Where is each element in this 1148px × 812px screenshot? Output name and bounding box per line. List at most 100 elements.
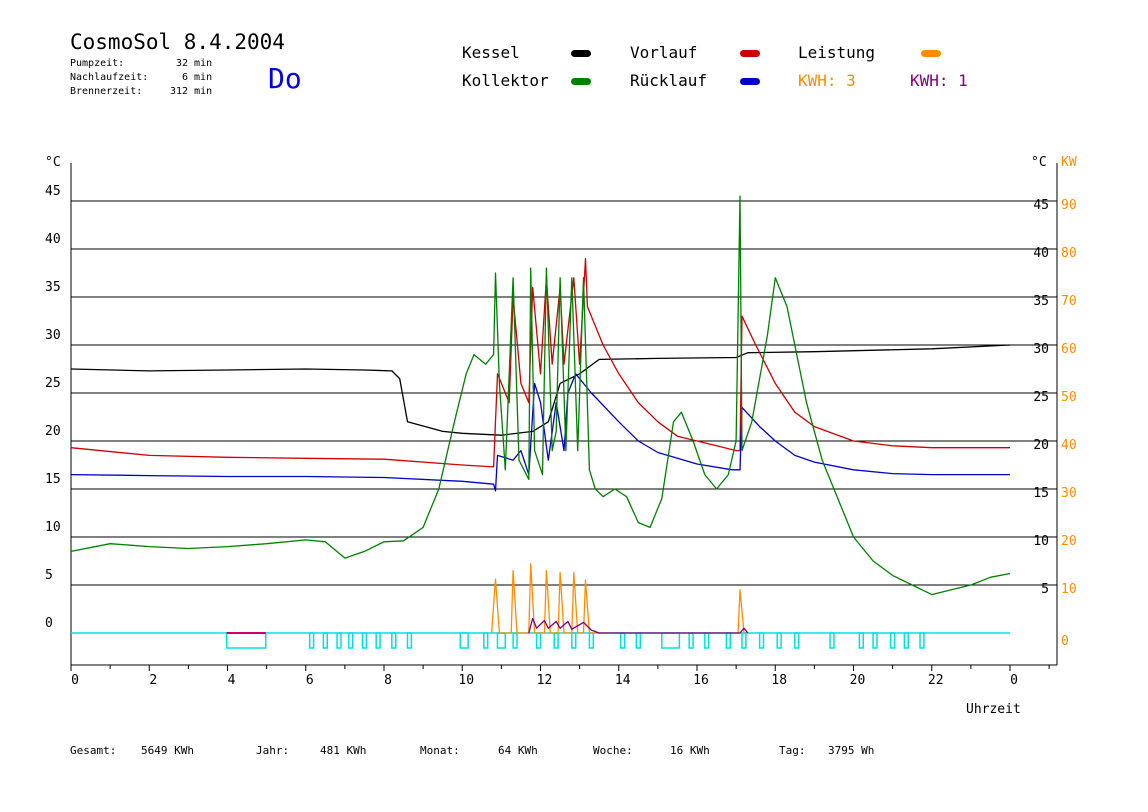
y-tick-right-kw-80: 80 (1061, 246, 1077, 261)
footer-jahr-label: Jahr: (256, 744, 290, 757)
y-tick-right-c-20: 20 (1033, 438, 1049, 453)
x-axis-label: Uhrzeit (966, 702, 1021, 717)
footer-gesamt-value: 5649 KWh (141, 744, 194, 757)
pump-pulse-22 (741, 632, 747, 649)
nachlaufzeit-value: 6 min (182, 72, 213, 83)
footer-tag-value: 3795 Wh (828, 744, 875, 757)
series-line-kwh (528, 617, 749, 634)
pumpzeit-value: 32 min (176, 58, 213, 69)
pump-pulse-10 (496, 632, 507, 649)
footer-tag-label: Tag: (779, 744, 806, 757)
y-tick-left-30: 30 (45, 328, 61, 343)
pump-pulse-19 (688, 632, 694, 649)
pump-pulse-29 (889, 632, 896, 649)
pump-pulse-26 (829, 632, 835, 649)
y-tick-right-c-10: 10 (1033, 534, 1049, 549)
x-tick-11: 22 (928, 673, 944, 688)
pump-pulse-31 (919, 632, 925, 649)
x-tick-3: 6 (306, 673, 314, 688)
x-tick-7: 14 (615, 673, 631, 688)
burner-pulse-box-0 (225, 632, 267, 649)
y-tick-left-40: 40 (45, 232, 61, 247)
series-line-leistung (490, 563, 745, 634)
y-tick-right-c-5: 5 (1041, 582, 1049, 597)
legend-kwh-3: KWH: 3 (798, 71, 856, 90)
pump-pulse-17 (635, 632, 642, 649)
y-tick-right-kw-10: 10 (1061, 582, 1077, 597)
legend-kollektor-label: Kollektor (462, 71, 549, 90)
x-tick-2: 4 (228, 673, 236, 688)
y-tick-right-kw-60: 60 (1061, 342, 1077, 357)
legend-leistung-label: Leistung (798, 43, 876, 62)
legend-vorlauf-label: Vorlauf (630, 43, 698, 62)
x-tick-10: 20 (850, 673, 866, 688)
y-tick-right-kw-0: 0 (1061, 634, 1069, 649)
brennerzeit-label: Brennerzeit: (70, 86, 143, 97)
nachlaufzeit-label: Nachlaufzeit: (70, 72, 149, 83)
y-axis-right-unit-kw: KW (1061, 155, 1077, 170)
pump-pulse-20 (704, 632, 710, 649)
y-tick-left-20: 20 (45, 424, 61, 439)
pump-pulse-7 (406, 632, 413, 649)
pump-pulse-28 (872, 632, 878, 649)
x-tick-8: 16 (693, 673, 709, 688)
legend-kollektor-swatch (571, 78, 591, 85)
footer-monat-label: Monat: (420, 744, 460, 757)
x-tick-12: 0 (1010, 673, 1018, 688)
pump-pulse-27 (858, 632, 865, 649)
pump-pulse-9 (483, 632, 489, 649)
x-tick-5: 10 (458, 673, 474, 688)
pump-pulse-21 (725, 632, 732, 649)
y-tick-right-c-35: 35 (1033, 294, 1049, 309)
series-line-kollektor (70, 195, 1011, 596)
pump-pulse-2 (336, 632, 342, 649)
brennerzeit-value: 312 min (170, 86, 213, 97)
x-tick-6: 12 (537, 673, 553, 688)
y-axis-left-unit: °C (45, 155, 61, 170)
y-tick-right-kw-30: 30 (1061, 486, 1077, 501)
y-tick-right-c-25: 25 (1033, 390, 1049, 405)
pump-pulse-1 (322, 632, 329, 649)
y-tick-right-c-30: 30 (1033, 342, 1049, 357)
weekday-label: Do (268, 62, 302, 95)
pump-pulse-15 (588, 632, 595, 649)
pump-pulse-16 (619, 632, 626, 649)
y-tick-right-kw-70: 70 (1061, 294, 1077, 309)
footer-jahr-value: 481 KWh (320, 744, 367, 757)
pump-pulse-3 (348, 632, 354, 649)
y-tick-left-45: 45 (45, 184, 61, 199)
footer-gesamt-label: Gesamt: (70, 744, 117, 757)
pump-pulse-12 (535, 632, 542, 649)
x-tick-9: 18 (771, 673, 787, 688)
y-tick-right-c-45: 45 (1033, 198, 1049, 213)
pump-pulse-6 (391, 632, 397, 649)
legend-kessel-label: Kessel (462, 43, 520, 62)
pump-pulse-8 (459, 632, 469, 649)
series-line-rcklauf (70, 373, 1010, 492)
pump-pulse-13 (553, 632, 559, 649)
legend-kessel-swatch (571, 50, 591, 57)
pump-pulse-14 (571, 632, 577, 649)
y-tick-right-c-40: 40 (1033, 246, 1049, 261)
pump-pulse-23 (758, 632, 765, 649)
series-line-kessel (70, 344, 1011, 436)
legend-kwh-1: KWH: 1 (910, 71, 968, 90)
footer-woche-value: 16 KWh (670, 744, 710, 757)
y-tick-right-kw-90: 90 (1061, 198, 1077, 213)
y-tick-right-kw-50: 50 (1061, 390, 1077, 405)
chart-title: CosmoSol 8.4.2004 (70, 30, 285, 54)
y-tick-right-kw-20: 20 (1061, 534, 1077, 549)
y-tick-right-kw-40: 40 (1061, 438, 1077, 453)
pump-pulse-11 (512, 632, 518, 649)
pump-pulse-5 (375, 632, 381, 649)
y-axis-right-unit-c: °C (1031, 155, 1047, 170)
pump-pulse-24 (776, 632, 782, 649)
x-tick-4: 8 (384, 673, 392, 688)
pump-pulse-0 (308, 632, 315, 649)
pump-pulse-4 (361, 632, 368, 649)
series-line-vorlauf (70, 257, 1010, 468)
legend-leistung-swatch (921, 50, 941, 57)
footer-monat-value: 64 KWh (498, 744, 538, 757)
y-tick-left-15: 15 (45, 472, 61, 487)
